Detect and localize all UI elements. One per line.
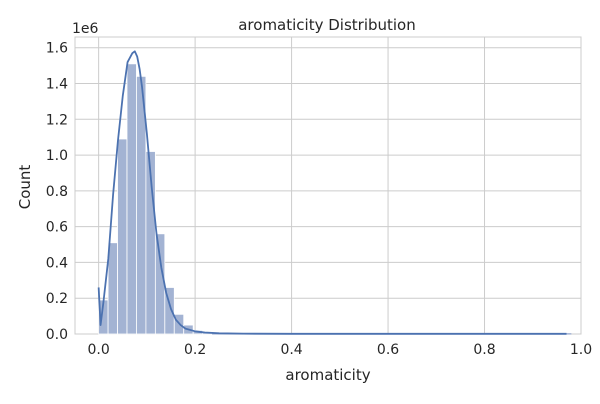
y-tick-label: 0.0	[46, 327, 68, 343]
histogram-bar	[117, 138, 128, 335]
grid-layer	[74, 36, 582, 335]
x-axis-label: aromaticity	[285, 366, 370, 384]
kde-line	[97, 50, 567, 335]
x-tick-label: 0.2	[184, 342, 206, 358]
histogram-bar	[126, 63, 137, 335]
kde-layer	[97, 50, 567, 335]
x-tick-label: 0.4	[280, 342, 302, 358]
y-tick-label: 0.4	[46, 255, 68, 271]
y-axis-label: Count	[16, 165, 34, 210]
y-tick-label: 1.6	[46, 41, 68, 57]
histogram-bar	[164, 287, 175, 335]
y-tick-label: 0.8	[46, 184, 68, 200]
x-tick-label: 0.6	[377, 342, 399, 358]
x-tick-label: 1.0	[570, 342, 592, 358]
y-tick-label: 1.4	[46, 77, 68, 93]
histogram-bar	[154, 233, 166, 335]
y-tick-label: 1.2	[46, 112, 68, 128]
histogram-bar	[107, 242, 118, 335]
bars-layer	[98, 63, 572, 335]
x-tick-label: 0.0	[88, 342, 110, 358]
chart-title: aromaticity Distribution	[238, 16, 416, 34]
x-tick-label: 0.8	[473, 342, 495, 358]
y-tick-label: 0.2	[46, 291, 68, 307]
y-tick-label: 0.6	[46, 220, 68, 236]
y-axis-offset-label: 1e6	[72, 21, 99, 37]
y-tick-label: 1.0	[46, 148, 68, 164]
ticks-layer: 0.0 0.2 0.4 0.6 0.8 1.0 1.2 1.4 1.6 0.0 0.2 0.4 0.6 0…	[46, 41, 592, 358]
